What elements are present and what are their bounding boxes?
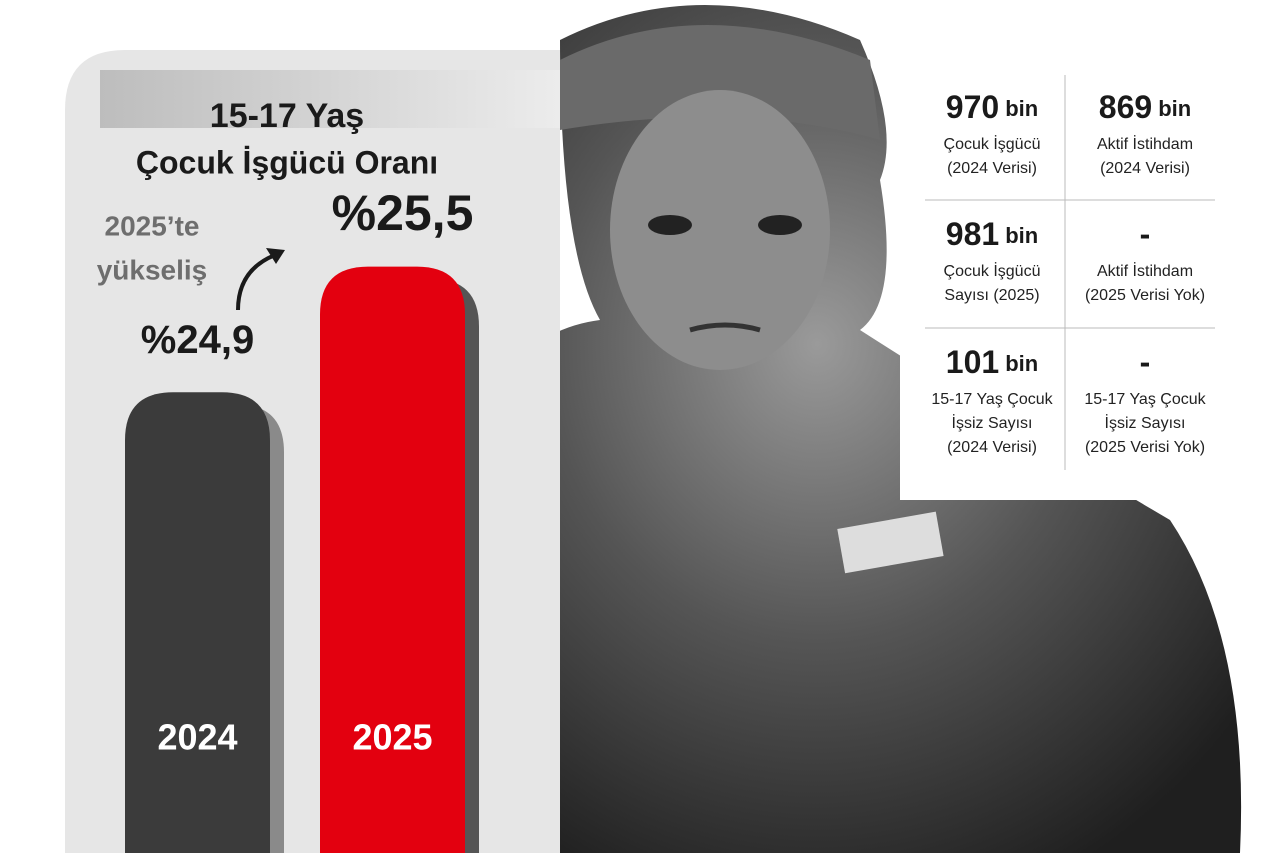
rise-arrow-head (266, 248, 285, 264)
stat-number: 101 (946, 344, 999, 380)
value-label: %25,5 (332, 185, 474, 241)
header-strip (100, 70, 560, 128)
stat-label: 15-17 Yaş Çocuk (931, 391, 1053, 408)
stat-unit: bin (1005, 351, 1038, 376)
annotation: 2025’te (105, 210, 200, 241)
chart-title: 15-17 Yaş (210, 97, 364, 135)
stat-value: 981 bin (946, 216, 1038, 252)
stat-value: - (1140, 344, 1151, 380)
stat-number: 970 (946, 89, 999, 125)
stat-label: (2024 Verisi) (947, 439, 1037, 456)
stat-value: 970 bin (946, 89, 1038, 125)
stat-value: 101 bin (946, 344, 1038, 380)
stat-number: 869 (1099, 89, 1152, 125)
stat-label: 15-17 Yaş Çocuk (1084, 391, 1206, 408)
x-tick-label: 2025 (352, 717, 432, 758)
stat-label: İşsiz Sayısı (952, 413, 1033, 432)
stat-label: (2024 Verisi) (947, 160, 1037, 177)
stat-number: - (1140, 216, 1151, 252)
stat-label: (2024 Verisi) (1100, 160, 1190, 177)
value-label: %24,9 (141, 318, 254, 362)
x-tick-label: 2024 (157, 717, 237, 758)
stat-unit: bin (1005, 96, 1038, 121)
stat-label: Çocuk İşgücü (944, 134, 1041, 153)
stat-label: Çocuk İşgücü (944, 261, 1041, 280)
stat-label: Aktif İstihdam (1097, 261, 1193, 280)
stat-number: - (1140, 344, 1151, 380)
stats-table (900, 75, 1230, 500)
stat-unit: bin (1005, 223, 1038, 248)
chart-subtitle: Çocuk İşgücü Oranı (136, 144, 438, 180)
stat-value: 869 bin (1099, 89, 1191, 125)
stat-value: - (1140, 216, 1151, 252)
stat-number: 981 (946, 216, 999, 252)
bar (125, 392, 270, 853)
stat-label: (2025 Verisi Yok) (1085, 287, 1205, 304)
rise-arrow (236, 253, 276, 311)
stat-label: Sayısı (2025) (944, 287, 1039, 304)
stat-label: Aktif İstihdam (1097, 134, 1193, 153)
stat-unit: bin (1158, 96, 1191, 121)
stat-label: (2025 Verisi Yok) (1085, 439, 1205, 456)
annotation: yükseliş (97, 254, 208, 285)
stat-label: İşsiz Sayısı (1105, 413, 1186, 432)
bar (320, 266, 465, 853)
